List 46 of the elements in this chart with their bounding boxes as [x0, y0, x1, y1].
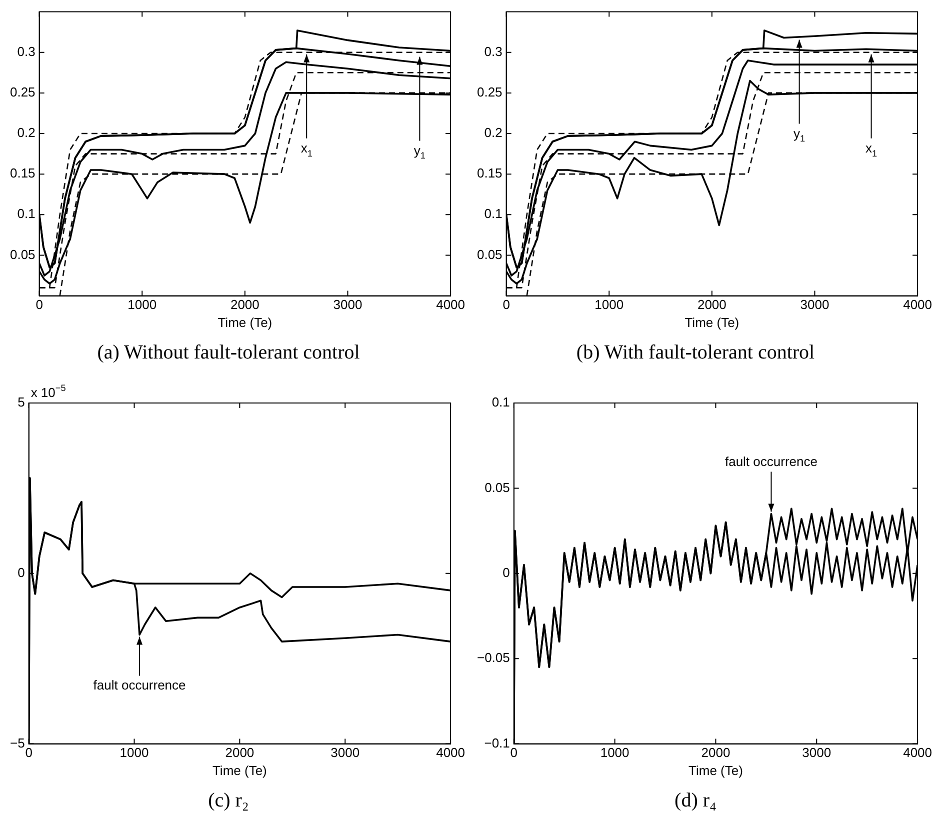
x-tick-label: 3000 [800, 297, 830, 312]
y-tick-label: 5 [18, 394, 25, 410]
y-tick-label: 0.1 [484, 206, 502, 222]
y-tick-label: 0.2 [17, 125, 36, 140]
annotation: fault occurrence [724, 454, 818, 469]
y-tick-label: 0.05 [10, 246, 36, 262]
x-axis-title: Time (Te) [684, 314, 740, 330]
y-tick-label: 0.05 [484, 480, 510, 495]
y-tick-label: 0 [502, 564, 510, 580]
x-tick-label: 4000 [436, 297, 465, 312]
x-tick-label: 4000 [903, 745, 932, 760]
y-tick-label: 0.15 [10, 166, 36, 181]
x-tick-label: 3000 [330, 745, 360, 760]
y-tick-label: 0.15 [476, 166, 502, 181]
y-tick-label: 0.2 [484, 125, 502, 140]
y-tick-label: 0.25 [10, 84, 36, 100]
x-tick-label: 1000 [120, 745, 149, 760]
x-tick-label: 1000 [594, 297, 624, 312]
text: (c) r₂ [208, 789, 249, 812]
y-tick-label: −5 [10, 735, 25, 750]
y-tick-label: 0.1 [17, 206, 36, 222]
x-tick-label: 1000 [600, 745, 630, 760]
y-tick-label: 0.1 [492, 394, 510, 410]
x-tick-label: 4000 [436, 745, 465, 760]
x-tick-label: 2000 [697, 297, 726, 312]
y-tick-label: −0.1 [484, 735, 510, 750]
text: (a) Without fault-tolerant control [97, 341, 360, 364]
y-tick-label: 0.05 [476, 246, 502, 262]
x-tick-label: 2000 [225, 745, 254, 760]
x-tick-label: 2000 [701, 745, 730, 760]
text: (b) With fault-tolerant control [576, 341, 816, 364]
x-axis-title: Time (Te) [218, 314, 272, 330]
x-tick-label: 1000 [128, 297, 157, 312]
y-tick-label: 0 [18, 564, 25, 580]
x-axis-title: Time (Te) [688, 762, 743, 778]
x-tick-label: 3000 [333, 297, 362, 312]
text: (d) r₄ [674, 789, 717, 812]
y-tick-label: −0.05 [476, 650, 510, 666]
y-tick-label: 0.3 [484, 44, 502, 59]
x-tick-label: 2000 [230, 297, 260, 312]
y-tick-label: 0.25 [476, 84, 502, 100]
annotation: fault occurrence [93, 678, 186, 693]
y-tick-label: 0.3 [17, 44, 36, 59]
x-tick-label: 4000 [903, 297, 932, 312]
x-tick-label: 3000 [802, 745, 832, 760]
x-axis-title: Time (Te) [212, 762, 267, 778]
